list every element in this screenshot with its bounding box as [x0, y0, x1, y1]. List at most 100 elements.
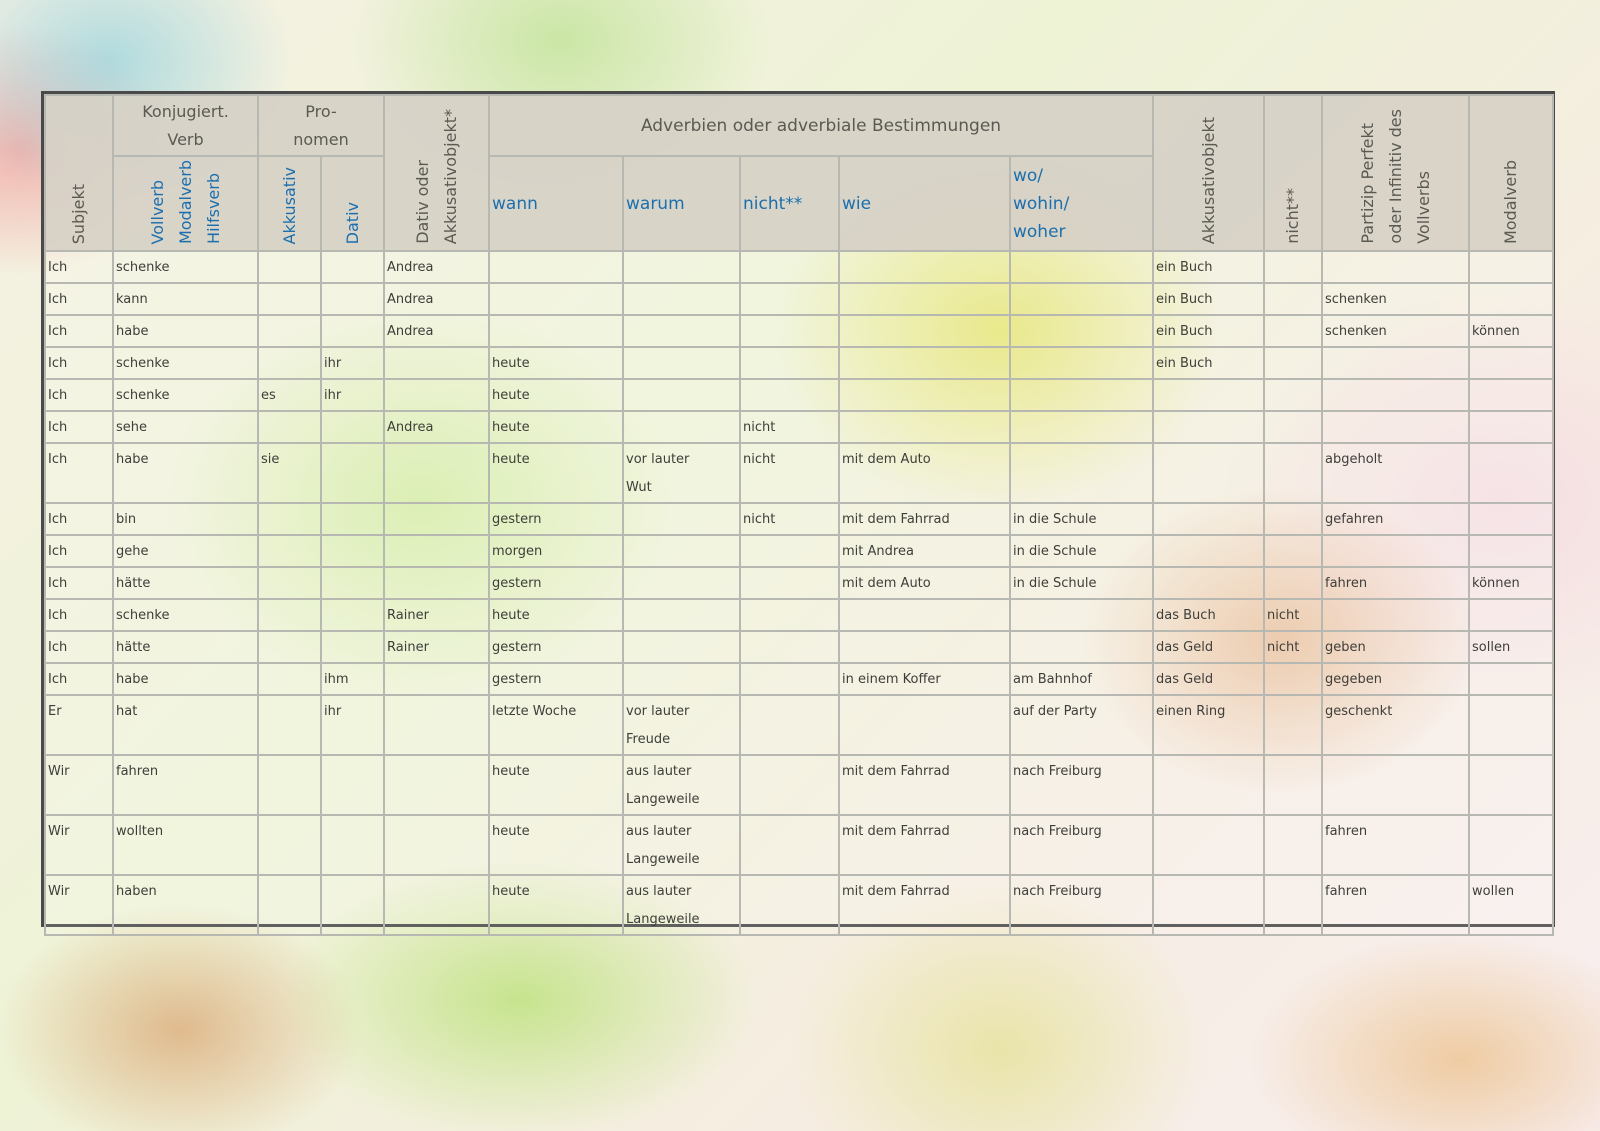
- cell-dativ: [320, 814, 385, 876]
- table-row: Ich schenke Andrea ein Buch: [44, 250, 1555, 284]
- cell-wo: [1008, 378, 1155, 412]
- cell-wann: heute: [488, 874, 624, 936]
- cell-modalverb: [1468, 346, 1555, 380]
- cell-wann: heute: [488, 814, 624, 876]
- cell-partizip: [1321, 410, 1471, 444]
- cell-subjekt: Ich: [44, 314, 114, 348]
- cell-nicht: [1263, 754, 1324, 816]
- cell-nicht-adverb: [739, 346, 840, 380]
- cell-wie: [838, 378, 1011, 412]
- cell-modalverb: [1468, 814, 1555, 876]
- cell-wie: [838, 410, 1011, 444]
- header-warum: warum: [622, 155, 741, 252]
- cell-nicht-adverb: [739, 314, 840, 348]
- cell-nicht: [1263, 502, 1324, 536]
- cell-subjekt: Ich: [44, 662, 114, 696]
- cell-dativ: [320, 502, 385, 536]
- cell-akkusativobjekt: das Buch: [1152, 598, 1266, 632]
- cell-akkusativobjekt: einen Ring: [1152, 694, 1266, 756]
- cell-subjekt: Ich: [44, 442, 114, 504]
- cell-verb: hätte: [112, 566, 259, 600]
- table-row: Ich hätte Rainer gestern das Geld nicht geben s…: [44, 630, 1555, 664]
- cell-wann: heute: [488, 442, 624, 504]
- cell-dativ: [320, 754, 385, 816]
- cell-nicht: [1263, 282, 1324, 316]
- header-dativ-oder-akkusativobjekt: Dativ oder Akkusativobjekt*: [383, 94, 490, 252]
- cell-wo: in die Schule: [1008, 502, 1155, 536]
- cell-partizip: [1321, 598, 1471, 632]
- cell-verb: hat: [112, 694, 259, 756]
- cell-wann: [488, 282, 624, 316]
- cell-wo: nach Freiburg: [1008, 814, 1155, 876]
- cell-akkusativ: [257, 630, 322, 664]
- cell-akkusativobjekt: [1152, 410, 1266, 444]
- cell-dativ-oder-akkusativobjekt: Rainer: [383, 630, 490, 664]
- cell-verb: fahren: [112, 754, 259, 816]
- table-row: Ich schenke ihr heute ein Buch: [44, 346, 1555, 380]
- cell-nicht-adverb: [739, 250, 840, 284]
- cell-akkusativ: [257, 874, 322, 936]
- cell-dativ-oder-akkusativobjekt: [383, 442, 490, 504]
- cell-akkusativobjekt: das Geld: [1152, 630, 1266, 664]
- cell-dativ-oder-akkusativobjekt: [383, 754, 490, 816]
- cell-wie: [838, 282, 1011, 316]
- cell-akkusativobjekt: [1152, 442, 1266, 504]
- cell-dativ: [320, 250, 385, 284]
- cell-wann: heute: [488, 378, 624, 412]
- table-row: Ich bin gestern nicht mit dem Fahrrad in die …: [44, 502, 1555, 536]
- cell-dativ: ihr: [320, 346, 385, 380]
- cell-nicht: [1263, 814, 1324, 876]
- cell-akkusativ: [257, 754, 322, 816]
- cell-modalverb: [1468, 662, 1555, 696]
- table-row: Ich gehe morgen mit Andrea in die Schule: [44, 534, 1555, 568]
- cell-akkusativ: [257, 410, 322, 444]
- cell-akkusativ: [257, 566, 322, 600]
- cell-wo: [1008, 314, 1155, 348]
- cell-subjekt: Ich: [44, 250, 114, 284]
- cell-nicht: [1263, 662, 1324, 696]
- cell-dativ-oder-akkusativobjekt: [383, 346, 490, 380]
- cell-akkusativ: [257, 282, 322, 316]
- cell-dativ: [320, 630, 385, 664]
- cell-verb: haben: [112, 874, 259, 936]
- cell-dativ-oder-akkusativobjekt: Andrea: [383, 282, 490, 316]
- header-konjugiert-verb: Konjugiert. Verb: [112, 94, 259, 157]
- cell-akkusativobjekt: ein Buch: [1152, 314, 1266, 348]
- cell-warum: [622, 346, 741, 380]
- cell-wo: [1008, 250, 1155, 284]
- table-row: Ich sehe Andrea heute nicht: [44, 410, 1555, 444]
- cell-akkusativ: [257, 250, 322, 284]
- cell-wie: mit dem Fahrrad: [838, 502, 1011, 536]
- table-row: Ich schenke Rainer heute das Buch nicht: [44, 598, 1555, 632]
- table-row: Ich habe ihm gestern in einem Koffer am Bahnh…: [44, 662, 1555, 696]
- cell-dativ-oder-akkusativobjekt: [383, 566, 490, 600]
- cell-partizip: schenken: [1321, 314, 1471, 348]
- cell-nicht: nicht: [1263, 598, 1324, 632]
- cell-nicht: [1263, 694, 1324, 756]
- cell-dativ-oder-akkusativobjekt: Andrea: [383, 314, 490, 348]
- cell-dativ: ihm: [320, 662, 385, 696]
- cell-verb: schenke: [112, 378, 259, 412]
- cell-warum: [622, 410, 741, 444]
- cell-nicht-adverb: [739, 378, 840, 412]
- cell-modalverb: [1468, 410, 1555, 444]
- cell-subjekt: Ich: [44, 346, 114, 380]
- cell-wann: heute: [488, 346, 624, 380]
- cell-warum: [622, 378, 741, 412]
- cell-partizip: [1321, 534, 1471, 568]
- grammar-table-frame: Subjekt Konjugiert. Verb Pro- nomen Dati…: [41, 91, 1555, 936]
- cell-wie: in einem Koffer: [838, 662, 1011, 696]
- cell-wie: [838, 694, 1011, 756]
- cell-verb: schenke: [112, 250, 259, 284]
- cell-akkusativobjekt: ein Buch: [1152, 250, 1266, 284]
- cell-wo: auf der Party: [1008, 694, 1155, 756]
- header-verb-types: Vollverb Modalverb Hilfsverb: [112, 155, 259, 252]
- cell-wie: mit dem Fahrrad: [838, 814, 1011, 876]
- cell-akkusativobjekt: ein Buch: [1152, 282, 1266, 316]
- cell-warum: [622, 598, 741, 632]
- cell-wann: heute: [488, 598, 624, 632]
- cell-wie: mit dem Fahrrad: [838, 874, 1011, 936]
- cell-warum: [622, 534, 741, 568]
- header-pronomen: Pro- nomen: [257, 94, 385, 157]
- header-nicht-adverb: nicht**: [739, 155, 840, 252]
